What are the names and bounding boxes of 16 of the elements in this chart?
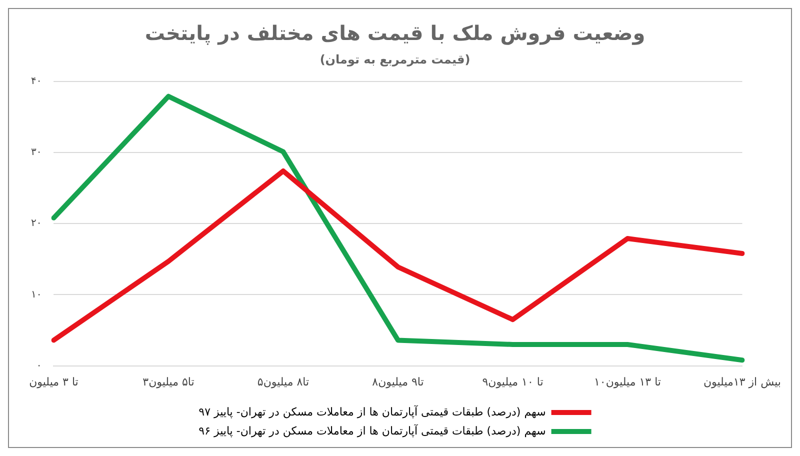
x-tick-label: ۳تا۵ میلیون — [142, 375, 194, 388]
x-tick-label: ۵تا۸ میلیون — [257, 375, 310, 388]
y-tick-label: ۱۰ — [30, 289, 42, 300]
x-tick-label: تا ۳ میلیون — [29, 375, 78, 388]
y-tick-label: ۲۰ — [30, 218, 42, 230]
y-tick-label: ۰ — [36, 360, 42, 372]
chart-title: وضعیت فروش ملک با قیمت های مختلف در پایتخت — [144, 21, 646, 46]
chart-subtitle: (قیمت مترمربع به تومان) — [320, 52, 470, 66]
x-tick-label: بیش از ۱۳میلیون — [703, 375, 782, 388]
x-tick-label: ۸تا۹ میلیون — [372, 375, 424, 388]
legend-label: سهم (درصد) طبقات قیمتی آپارتمان ها از معاملات مسکن در تهران- پاییز ۹۶ — [198, 423, 546, 438]
x-tick-label: ۱۰تا ۱۳ میلیون — [594, 375, 661, 388]
legend-label: سهم (درصد) طبقات قیمتی آپارتمان ها از معاملات مسکن در تهران- پاییز ۹۷ — [198, 404, 546, 418]
y-tick-label: ۴۰ — [30, 76, 42, 87]
y-tick-label: ۳۰ — [30, 147, 42, 158]
x-tick-label: ۹تا ۱۰ میلیون — [482, 375, 544, 388]
